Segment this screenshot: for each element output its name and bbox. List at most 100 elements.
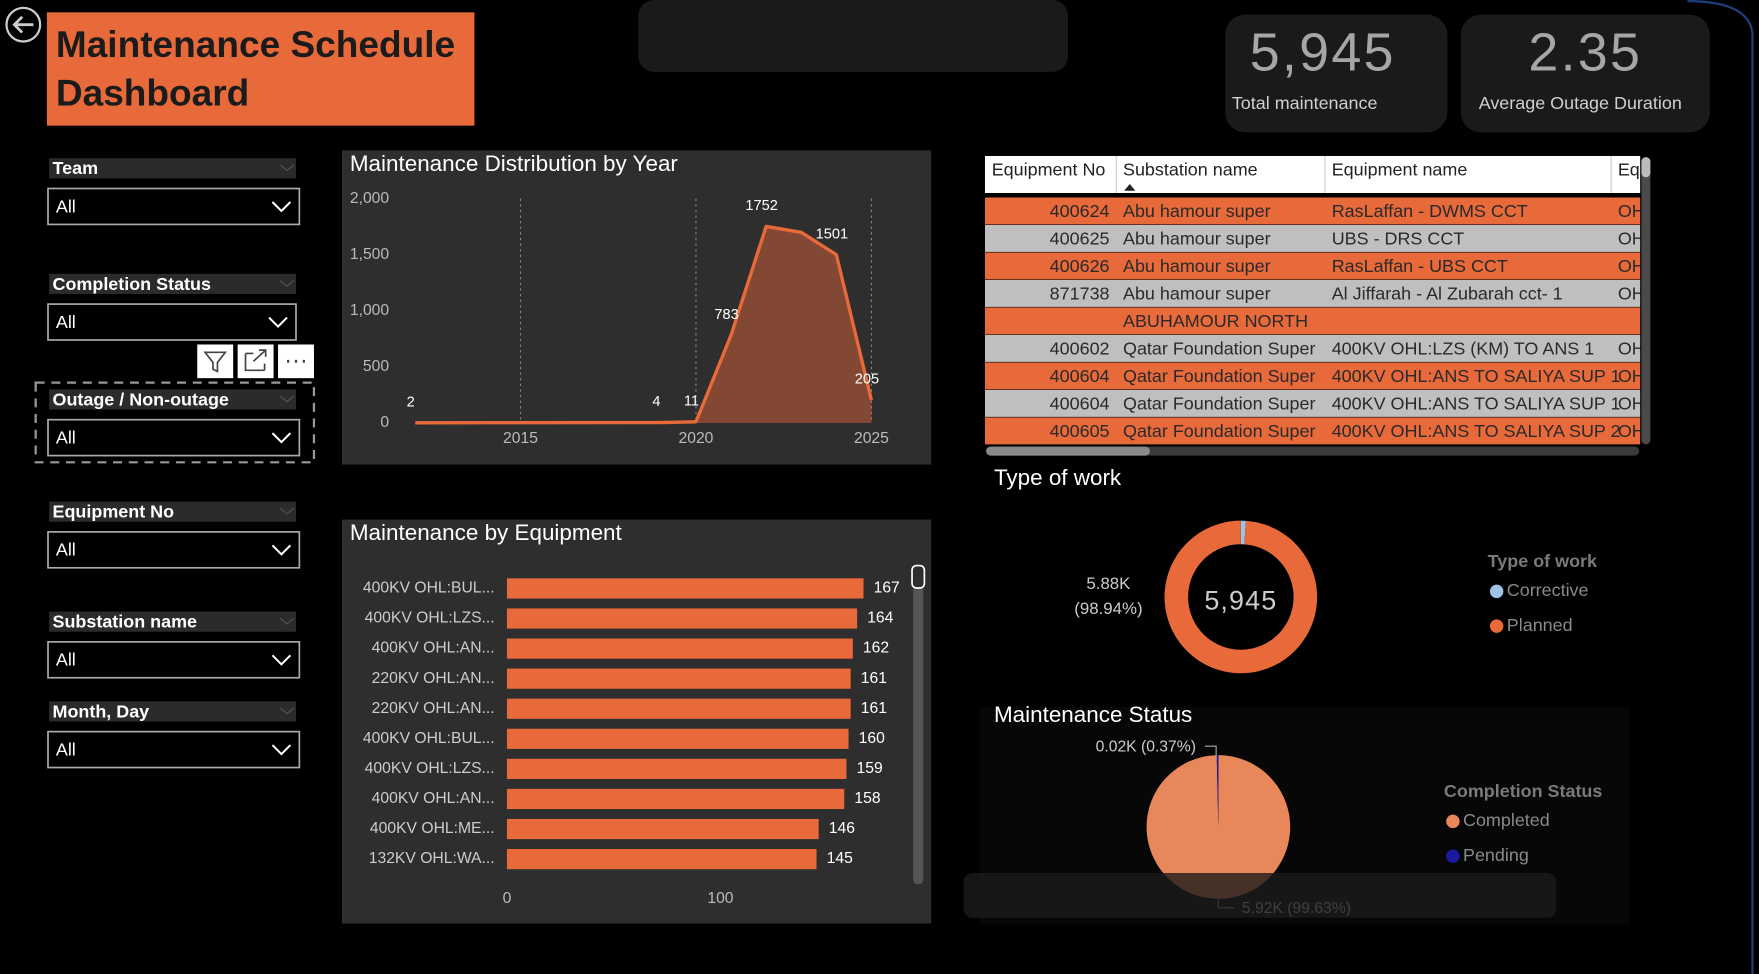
data-label: 1501 xyxy=(816,226,848,242)
y-tick-label: 1,000 xyxy=(350,302,390,319)
slicer-dropdown[interactable] xyxy=(47,641,301,679)
x-tick-label: 100 xyxy=(707,890,733,907)
chart-title: Maintenance Distribution by Year xyxy=(350,151,679,176)
y-tick-label: 400KV OHL:LZS... xyxy=(365,610,495,627)
table-cell: Qatar Foundation Super xyxy=(1123,421,1315,441)
slicer-dropdown[interactable] xyxy=(47,187,301,226)
table-cell: Abu hamour super xyxy=(1123,228,1271,248)
table-cell: OH xyxy=(1618,256,1645,276)
column-header: Eq xyxy=(1618,159,1640,179)
table-cell: 400KV OHL:ANS TO SALIYA SUP 1 xyxy=(1332,366,1621,386)
table-vscroll-thumb[interactable] xyxy=(1641,157,1651,178)
table-row xyxy=(984,307,1641,335)
table-header-bg xyxy=(984,155,1641,194)
legend-marker xyxy=(1446,814,1460,829)
data-label: 4 xyxy=(652,394,660,410)
bar xyxy=(506,608,858,629)
table-row xyxy=(984,334,1641,362)
charts: Maintenance Distribution by Year 0 500 1,00… xyxy=(350,151,1603,917)
data-label: 164 xyxy=(867,610,893,627)
table-cell: RasLaffan - DWMS CCT xyxy=(1332,201,1528,221)
slicer-chevron-small xyxy=(279,707,295,715)
legend-label[interactable]: Corrective xyxy=(1507,580,1589,600)
focus-icon-bg[interactable] xyxy=(237,344,274,379)
table-cell: 400KV OHL:ANS TO SALIYA SUP 1 xyxy=(1332,393,1621,413)
table-cell: 400604 xyxy=(1050,393,1110,413)
legend-marker xyxy=(1489,619,1504,633)
kpi-label: Total maintenance xyxy=(1232,93,1378,113)
table-row xyxy=(984,197,1641,225)
title-wrap: Maintenance Schedule Dashboard xyxy=(55,23,456,114)
y-tick-label: 2,000 xyxy=(350,190,390,207)
bar xyxy=(506,638,853,659)
slicer-header xyxy=(49,389,296,410)
table-cell: OH xyxy=(1618,366,1645,386)
table-cell: OH xyxy=(1618,393,1645,413)
data-label: 158 xyxy=(854,790,880,807)
y-tick-label: 400KV OHL:AN... xyxy=(372,640,495,657)
slicer-chevron-small xyxy=(279,395,295,403)
table-cell: 400KV OHL:ANS TO SALIYA SUP 2 xyxy=(1332,421,1621,441)
filter-icon-bg[interactable] xyxy=(197,344,234,379)
y-tick-label: 220KV OHL:AN... xyxy=(372,670,495,687)
table-row xyxy=(984,252,1641,280)
bar xyxy=(506,668,851,689)
slicer-value: All xyxy=(56,650,76,670)
table-cell: Abu hamour super xyxy=(1123,283,1271,303)
slicer-dropdown[interactable] xyxy=(47,730,301,769)
back-arrow xyxy=(12,15,34,34)
slicer-chevron-small xyxy=(279,280,295,287)
kpi-card xyxy=(1460,14,1710,133)
legend-title: Type of work xyxy=(1488,551,1597,571)
table-cell: OH xyxy=(1618,283,1645,303)
y-tick-label: 132KV OHL:WA... xyxy=(369,850,495,867)
kpi-value: 2.35 xyxy=(1528,22,1642,82)
table-cell: OH xyxy=(1618,201,1645,221)
kpi-group: 5,945 Total maintenance 2.35 Average Outage… xyxy=(1225,14,1710,133)
table-row xyxy=(984,279,1641,307)
y-tick-label: 400KV OHL:BUL... xyxy=(363,580,495,597)
data-label: 161 xyxy=(861,670,887,687)
line xyxy=(415,224,874,425)
slice xyxy=(1146,755,1291,899)
data-label: 205 xyxy=(855,372,879,388)
table-cell: 400604 xyxy=(1050,366,1110,386)
y-tick-label: 1,500 xyxy=(350,246,390,263)
overlay-bar xyxy=(963,873,1557,918)
sort-indicator xyxy=(1124,184,1136,191)
slicer-header xyxy=(49,701,296,722)
slicer-dropdown[interactable] xyxy=(47,531,301,569)
legend-label[interactable]: Completed xyxy=(1463,810,1550,830)
data-label: 0.02K (0.37%) xyxy=(1096,738,1196,755)
legend-label[interactable]: Planned xyxy=(1507,615,1573,635)
table-cell: OH xyxy=(1618,228,1645,248)
bar xyxy=(506,698,851,719)
slicer-chevron xyxy=(271,201,292,213)
slicer-dropdown[interactable] xyxy=(47,418,301,457)
legend-label[interactable]: Pending xyxy=(1463,845,1529,865)
slicer-value: All xyxy=(56,196,76,216)
frame-edge xyxy=(1687,0,1754,974)
slicer-header xyxy=(49,158,296,179)
table-hscroll-thumb[interactable] xyxy=(986,446,1150,456)
column-header: Equipment No xyxy=(992,159,1106,179)
table-vscroll[interactable] xyxy=(1641,157,1651,445)
line-panel xyxy=(342,150,932,465)
table-hscroll[interactable] xyxy=(986,446,1640,456)
slicer-dropdown[interactable] xyxy=(47,303,297,341)
slicer-chevron xyxy=(271,744,292,756)
slicer-group: Team All Completion Status All Outage / Non-… xyxy=(47,158,301,769)
x-tick-label: 0 xyxy=(503,890,512,907)
bar-scroll-thumb[interactable] xyxy=(911,564,926,589)
x-tick-label: 2015 xyxy=(503,430,538,447)
y-tick-label: 400KV OHL:AN... xyxy=(372,790,495,807)
slicer-label: Substation name xyxy=(52,612,197,632)
bar-scrollbar[interactable] xyxy=(913,566,924,885)
table-cell: Qatar Foundation Super xyxy=(1123,366,1315,386)
slicer-header xyxy=(49,611,296,632)
bar xyxy=(506,758,847,779)
dashboard-title: Maintenance Schedule Dashboard xyxy=(55,23,456,114)
slicer-chevron-small xyxy=(279,164,295,172)
back-button[interactable] xyxy=(5,6,42,43)
